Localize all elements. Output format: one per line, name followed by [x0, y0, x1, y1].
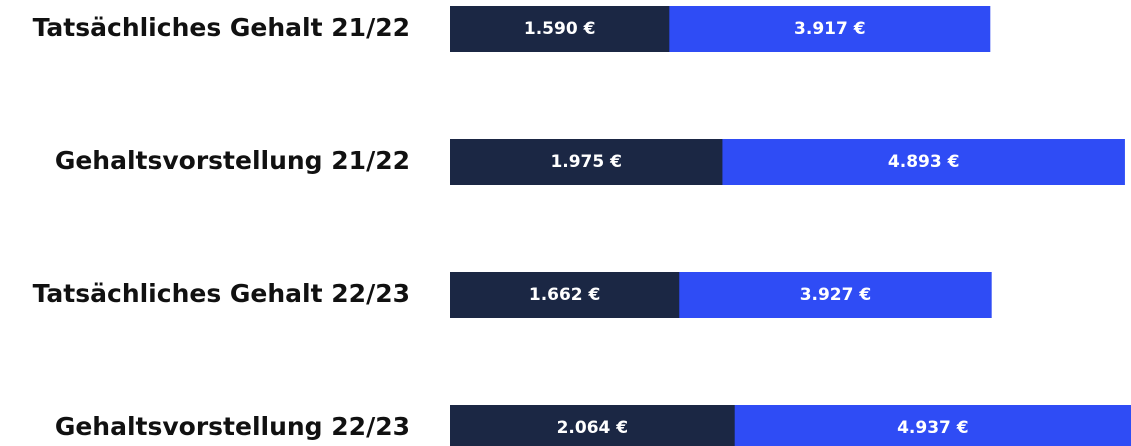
value-label: 1.662 €: [529, 285, 601, 305]
value-label: 4.937 €: [897, 418, 969, 438]
category-label: Tatsächliches Gehalt 22/23: [33, 279, 410, 308]
bar: [450, 405, 735, 446]
value-label: 1.975 €: [550, 152, 622, 172]
value-label: 2.064 €: [557, 418, 629, 438]
value-label: 1.590 €: [524, 19, 596, 39]
category-label: Gehaltsvorstellung 21/22: [55, 146, 410, 175]
value-label: 3.927 €: [800, 285, 872, 305]
bar: [450, 139, 723, 185]
value-label: 4.893 €: [888, 152, 960, 172]
bar: [450, 6, 670, 52]
category-label: Gehaltsvorstellung 22/23: [55, 412, 410, 441]
category-label: Tatsächliches Gehalt 21/22: [33, 13, 410, 42]
bar: [450, 272, 680, 318]
value-label: 3.917 €: [794, 19, 866, 39]
